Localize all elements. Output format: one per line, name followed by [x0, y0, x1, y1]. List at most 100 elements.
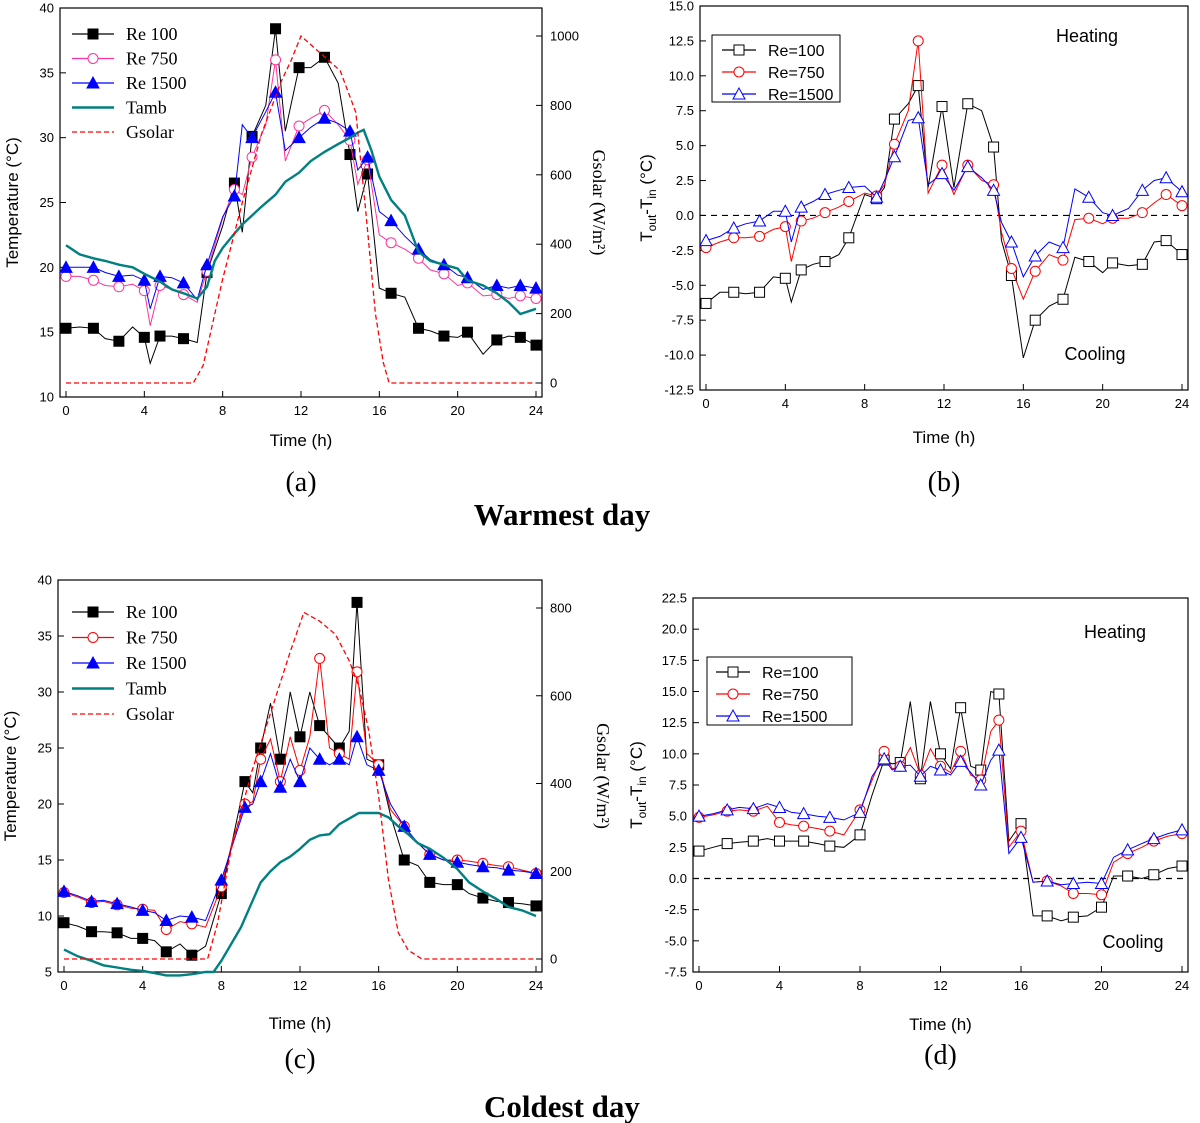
data-point-re-100 [819, 256, 831, 268]
y-axis-label-part: (°C) [637, 154, 656, 189]
legend-label-re-100: Re=100 [762, 665, 819, 682]
y-tick-label: 10 [38, 909, 52, 924]
data-point-re-1500 [317, 111, 332, 124]
data-point-re-1500 [489, 278, 504, 291]
data-point-re-100 [160, 946, 172, 958]
y-tick-label: 7.5 [676, 103, 694, 118]
data-point-re-1500 [1056, 240, 1070, 254]
y-right-tick-label: 200 [550, 864, 572, 879]
data-point-re-1500 [818, 187, 832, 201]
data-point-re-100 [1176, 249, 1188, 261]
data-point-re-100 [936, 101, 948, 113]
x-tick-label: 0 [695, 978, 702, 993]
data-point-re-750 [514, 290, 526, 302]
y-tick-label: 25 [40, 195, 54, 210]
annotation-heating: Heating [1056, 26, 1118, 46]
legend-label-re-1500: Re=1500 [762, 709, 827, 726]
data-point-re-100 [728, 286, 740, 298]
data-point-re-1500 [726, 220, 741, 234]
y-tick-label: 15 [38, 853, 52, 868]
legend-marker-re-1500 [86, 655, 100, 669]
y-axis-label: Temperature (°C) [3, 137, 22, 268]
data-point-re-100 [798, 835, 810, 847]
y-tick-label: -2.5 [672, 243, 694, 258]
data-point-re-1500 [1014, 830, 1028, 843]
data-point-re-750 [774, 816, 785, 828]
data-point-re-1500 [796, 806, 811, 820]
data-point-re-750 [795, 215, 807, 227]
y-tick-label: -5.0 [672, 278, 694, 293]
y-axis-label-part: out [645, 214, 659, 231]
data-point-re-100 [87, 322, 99, 334]
y-right-tick-label: 1000 [550, 29, 579, 44]
legend-label-re-100: Re 100 [126, 602, 178, 622]
data-point-re-750 [113, 281, 125, 293]
y-tick-label: 7.5 [669, 778, 687, 793]
data-point-re-1500 [529, 866, 543, 879]
series-line-re-100 [705, 83, 1183, 359]
data-point-re-1500 [86, 260, 101, 273]
legend-marker-re-1500 [86, 75, 100, 89]
data-point-re-100 [86, 926, 98, 938]
data-point-re-1500 [384, 213, 398, 227]
data-point-re-1500 [911, 110, 926, 124]
data-point-re-1500 [312, 752, 327, 765]
x-tick-label: 0 [60, 978, 67, 993]
data-point-re-100 [935, 748, 946, 760]
legend-label-re-750: Re=750 [768, 65, 825, 82]
panel-label: (a) [285, 467, 316, 498]
data-point-re-100 [854, 829, 866, 841]
data-point-re-100 [1176, 860, 1188, 872]
data-point-re-750 [993, 714, 1005, 726]
data-point-re-1500 [1081, 190, 1096, 203]
y-tick-label: 20 [38, 797, 52, 812]
y-tick-label: -2.5 [665, 902, 687, 917]
data-point-re-100 [975, 764, 987, 776]
data-point-re-100 [239, 776, 251, 788]
x-tick-label: 24 [1175, 396, 1189, 411]
x-tick-label: 12 [937, 396, 951, 411]
legend-marker-re-1500 [726, 708, 740, 722]
data-point-re-1500 [1028, 248, 1043, 262]
x-tick-label: 20 [450, 403, 464, 418]
data-point-re-750 [1096, 889, 1107, 901]
legend-marker-re-100 [87, 28, 99, 40]
data-point-re-1500 [110, 896, 124, 910]
data-point-re-750 [87, 274, 99, 286]
data-point-re-750 [1176, 200, 1188, 212]
panel-label: (b) [928, 467, 961, 498]
data-point-re-750 [1136, 207, 1148, 219]
legend-label-re-100: Re 100 [126, 24, 178, 44]
data-point-re-750 [1057, 254, 1069, 266]
x-tick-label: 4 [141, 403, 148, 418]
data-point-re-1500 [986, 183, 1001, 196]
data-point-re-750 [824, 825, 836, 837]
x-tick-label: 16 [371, 978, 385, 993]
data-point-re-1500 [887, 149, 902, 163]
y-tick-label: 25 [38, 741, 52, 756]
y-axis-label-part: out [635, 801, 649, 818]
data-point-re-1500 [253, 774, 268, 788]
data-point-re-1500 [877, 751, 891, 765]
data-point-re-1500 [135, 903, 150, 916]
data-point-re-100 [1160, 235, 1172, 247]
y-tick-label: 30 [40, 130, 54, 145]
x-tick-label: 8 [218, 978, 225, 993]
chart-d: 0 4 8 12 16 20 24 -7.5 -5.0 -2.5 0.0 2.5 5.0 7.5 10.0 1… [627, 591, 1189, 1072]
data-point-re-100 [138, 331, 150, 343]
data-point-re-750 [530, 292, 542, 304]
legend-label-re-1500: Re 1500 [126, 653, 187, 673]
data-point-re-1500 [57, 884, 71, 897]
data-point-re-100 [1136, 258, 1148, 270]
data-point-re-100 [1096, 901, 1107, 913]
data-point-re-100 [424, 876, 436, 888]
data-point-re-750 [1067, 887, 1079, 899]
series-line-re-1500 [705, 117, 1183, 279]
data-point-re-100 [747, 835, 759, 847]
data-point-re-100 [113, 335, 125, 347]
data-point-re-100 [413, 322, 424, 334]
data-point-re-1500 [699, 233, 713, 247]
data-point-re-100 [186, 949, 198, 961]
y-right-tick-label: 800 [550, 601, 572, 616]
y-tick-label: -7.5 [672, 313, 694, 328]
